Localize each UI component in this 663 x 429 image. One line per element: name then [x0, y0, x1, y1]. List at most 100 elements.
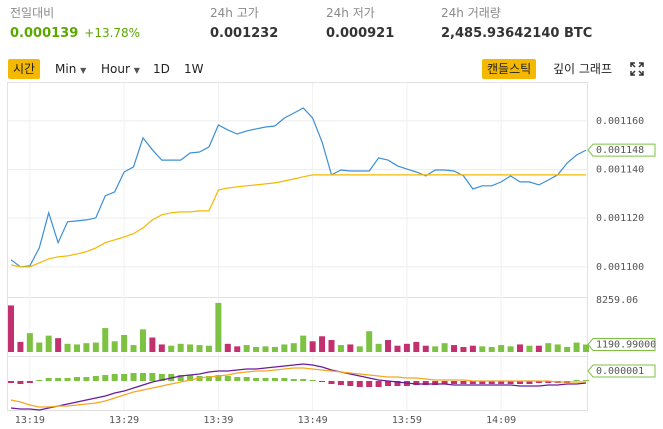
- volume-bar: [121, 335, 128, 352]
- dropdown-label: Hour: [101, 62, 130, 76]
- macd-histogram-bar: [45, 378, 52, 381]
- macd-histogram-bar: [469, 381, 476, 384]
- volume-bar: [498, 345, 505, 352]
- volume-bar: [177, 343, 184, 352]
- volume-bar: [488, 346, 495, 352]
- current-value-tag: 0.001148: [587, 143, 656, 157]
- volume-bar: [356, 346, 363, 352]
- y-tick-label: 0.001100: [596, 262, 644, 273]
- volume-bar: [8, 305, 14, 352]
- stat-value: 2,485.93642140 BTC: [441, 26, 593, 41]
- x-tick-label: 13:29: [109, 415, 139, 426]
- chart-frame: [7, 82, 588, 411]
- volume-bar: [545, 343, 552, 352]
- volume-bar: [281, 344, 288, 352]
- volume-bar: [234, 346, 241, 352]
- macd-histogram-bar: [177, 375, 184, 381]
- volume-bar: [526, 345, 533, 352]
- macd-histogram-bar: [111, 374, 118, 381]
- volume-bar: [517, 344, 524, 352]
- volume-bar: [139, 329, 146, 352]
- interval-button[interactable]: 1D: [153, 62, 170, 76]
- macd-histogram-bar: [139, 373, 146, 381]
- volume-bar: [55, 338, 62, 352]
- current-value-tag: 0.000001: [587, 364, 656, 378]
- macd-histogram-bar: [224, 376, 231, 381]
- macd-histogram-bar: [451, 381, 458, 384]
- stat-low: 24h 저가 0.000921: [326, 4, 394, 41]
- x-tick-label: 13:49: [298, 415, 328, 426]
- macd-histogram-bar: [583, 380, 589, 381]
- series-line: [10, 367, 586, 408]
- dropdown-label: Min: [55, 62, 77, 76]
- stat-label: 24h 저가: [326, 6, 375, 20]
- volume-bar: [507, 346, 514, 352]
- macd-histogram-bar: [271, 378, 278, 381]
- series-line: [10, 107, 587, 268]
- stat-value: 0.000139 +13.78%: [10, 26, 140, 41]
- volume-bar: [92, 342, 99, 352]
- macd-histogram-bar: [347, 381, 354, 386]
- stat-value: 0.001232: [210, 26, 279, 41]
- tag-label: 1190.99000: [596, 340, 656, 351]
- macd-histogram-bar: [234, 377, 241, 381]
- macd-histogram-bar: [253, 378, 260, 381]
- macd-histogram-bar: [319, 381, 326, 382]
- interval-button[interactable]: 시간: [8, 59, 41, 79]
- macd-histogram-bar: [187, 375, 194, 381]
- macd-histogram-bar: [432, 381, 439, 385]
- macd-histogram-bar: [507, 381, 514, 384]
- macd-histogram-bar: [309, 380, 316, 381]
- volume-bar: [394, 345, 401, 352]
- view-button[interactable]: 깊이 그래프: [553, 62, 613, 76]
- stat-change-percent: +13.78%: [84, 26, 141, 40]
- macd-histogram-bar: [36, 380, 43, 381]
- volume-bar: [36, 342, 43, 352]
- macd-histogram-bar: [17, 381, 24, 384]
- volume-bar: [337, 345, 344, 352]
- stat-label: 24h 거래량: [441, 6, 501, 20]
- volume-bar: [309, 341, 316, 352]
- volume-bar: [479, 346, 486, 352]
- volume-bar: [319, 336, 326, 352]
- interval-button[interactable]: 1W: [184, 62, 204, 76]
- macd-histogram-bar: [535, 381, 542, 383]
- volume-bar: [64, 343, 71, 352]
- x-tick-label: 14:09: [486, 415, 516, 426]
- fullscreen-icon[interactable]: [630, 62, 644, 76]
- macd-histogram-bar: [337, 381, 344, 385]
- volume-bar: [158, 344, 165, 352]
- x-tick-label: 13:39: [203, 415, 233, 426]
- macd-histogram-bar: [102, 375, 109, 381]
- macd-histogram-bar: [262, 378, 269, 381]
- tag-label: 0.001148: [596, 145, 644, 156]
- macd-histogram-bar: [441, 381, 448, 384]
- volume-bar: [253, 346, 260, 352]
- interval-dropdown[interactable]: Min ▼: [50, 59, 91, 79]
- macd-histogram-bar: [26, 381, 33, 383]
- volume-bar: [385, 340, 392, 352]
- macd-histogram-bar: [290, 379, 297, 381]
- volume-bar: [45, 335, 52, 352]
- volume-bar: [375, 343, 382, 352]
- volume-bar: [205, 345, 212, 352]
- current-value-tag: 1190.99000: [587, 338, 656, 352]
- view-button[interactable]: 캔들스틱: [482, 59, 537, 79]
- interval-dropdown[interactable]: Hour ▼: [96, 59, 145, 79]
- volume-bar: [290, 343, 297, 352]
- volume-bar: [413, 341, 420, 352]
- volume-bar: [111, 341, 118, 352]
- y-tick-label: 8259.06: [596, 295, 638, 306]
- macd-histogram-bar: [328, 381, 335, 384]
- volume-bar: [17, 341, 24, 352]
- series-line: [10, 174, 586, 268]
- macd-histogram-bar: [394, 381, 401, 386]
- volume-bar: [422, 345, 429, 352]
- macd-histogram-bar: [356, 381, 363, 387]
- x-tick-label: 13:59: [392, 415, 422, 426]
- volume-bar: [460, 346, 467, 352]
- macd-histogram-bar: [300, 379, 307, 381]
- dropdown-arrow: ▼: [80, 66, 87, 75]
- tag-box: [587, 364, 656, 378]
- stat-volume: 24h 거래량 2,485.93642140 BTC: [441, 4, 592, 41]
